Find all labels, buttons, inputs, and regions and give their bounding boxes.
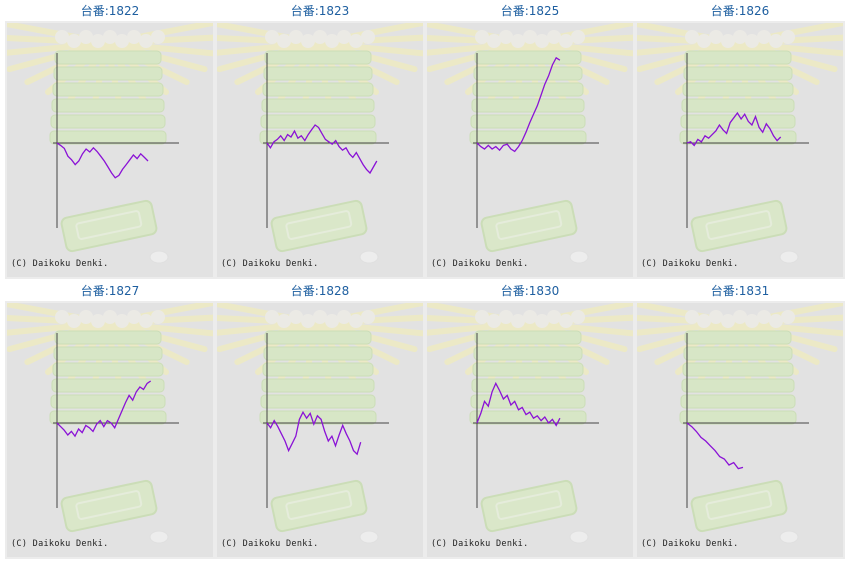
series-line	[56, 142, 149, 179]
chart-panel: (C) Daikoku Denki.	[5, 301, 215, 559]
slump-graph	[637, 23, 843, 264]
slump-graph	[217, 303, 423, 544]
copyright-text: (C) Daikoku Denki.	[11, 259, 109, 269]
machine-title-link[interactable]: 台番:1828	[290, 284, 350, 298]
chart-panel: (C) Daikoku Denki.	[425, 301, 635, 559]
series-line	[686, 422, 744, 470]
slump-graph	[637, 303, 843, 544]
background-illustration	[637, 23, 843, 264]
chart-panel: (C) Daikoku Denki.	[635, 21, 845, 279]
copyright-text: (C) Daikoku Denki.	[431, 539, 529, 549]
chart-panel: (C) Daikoku Denki.	[5, 21, 215, 279]
series-line	[266, 124, 378, 175]
series-line	[56, 380, 152, 438]
machine-title-link[interactable]: 台番:1826	[710, 4, 770, 18]
series-line	[686, 111, 782, 147]
slump-graph	[427, 23, 633, 264]
chart-panel: (C) Daikoku Denki.	[215, 21, 425, 279]
machine-title-link[interactable]: 台番:1823	[290, 4, 350, 18]
background-illustration	[217, 23, 423, 264]
slump-graph	[217, 23, 423, 264]
machine-chart-1828: 台番:1828 (C) Daikoku Denki.	[215, 280, 425, 560]
machine-title-link[interactable]: 台番:1827	[80, 284, 140, 298]
machine-chart-1825: 台番:1825 (C) Daikoku Denki.	[425, 0, 635, 280]
background-illustration	[7, 23, 213, 264]
slump-graph	[427, 303, 633, 544]
machine-chart-1830: 台番:1830 (C) Daikoku Denki.	[425, 280, 635, 560]
series-line	[476, 381, 561, 427]
chart-panel: (C) Daikoku Denki.	[215, 301, 425, 559]
machine-chart-1823: 台番:1823 (C) Daikoku Denki.	[215, 0, 425, 280]
machine-chart-1826: 台番:1826 (C) Daikoku Denki.	[635, 0, 845, 280]
slump-graph	[7, 303, 213, 544]
background-illustration	[637, 303, 843, 544]
machine-chart-1822: 台番:1822 (C) Daikoku Denki.	[5, 0, 215, 280]
background-illustration	[217, 303, 423, 544]
copyright-text: (C) Daikoku Denki.	[11, 539, 109, 549]
copyright-text: (C) Daikoku Denki.	[221, 259, 319, 269]
copyright-text: (C) Daikoku Denki.	[431, 259, 529, 269]
slump-graph	[7, 23, 213, 264]
background-illustration	[7, 303, 213, 544]
copyright-text: (C) Daikoku Denki.	[221, 539, 319, 549]
machine-title-link[interactable]: 台番:1830	[500, 284, 560, 298]
copyright-text: (C) Daikoku Denki.	[641, 539, 739, 549]
machine-chart-1827: 台番:1827 (C) Daikoku Denki.	[5, 280, 215, 560]
series-line	[476, 56, 561, 153]
background-illustration	[427, 23, 633, 264]
chart-panel: (C) Daikoku Denki.	[425, 21, 635, 279]
machine-title-link[interactable]: 台番:1822	[80, 4, 140, 18]
background-illustration	[427, 303, 633, 544]
series-line	[266, 410, 362, 456]
machine-title-link[interactable]: 台番:1831	[710, 284, 770, 298]
chart-panel: (C) Daikoku Denki.	[635, 301, 845, 559]
copyright-text: (C) Daikoku Denki.	[641, 259, 739, 269]
machine-title-link[interactable]: 台番:1825	[500, 4, 560, 18]
machine-chart-1831: 台番:1831 (C) Daikoku Denki.	[635, 280, 845, 560]
